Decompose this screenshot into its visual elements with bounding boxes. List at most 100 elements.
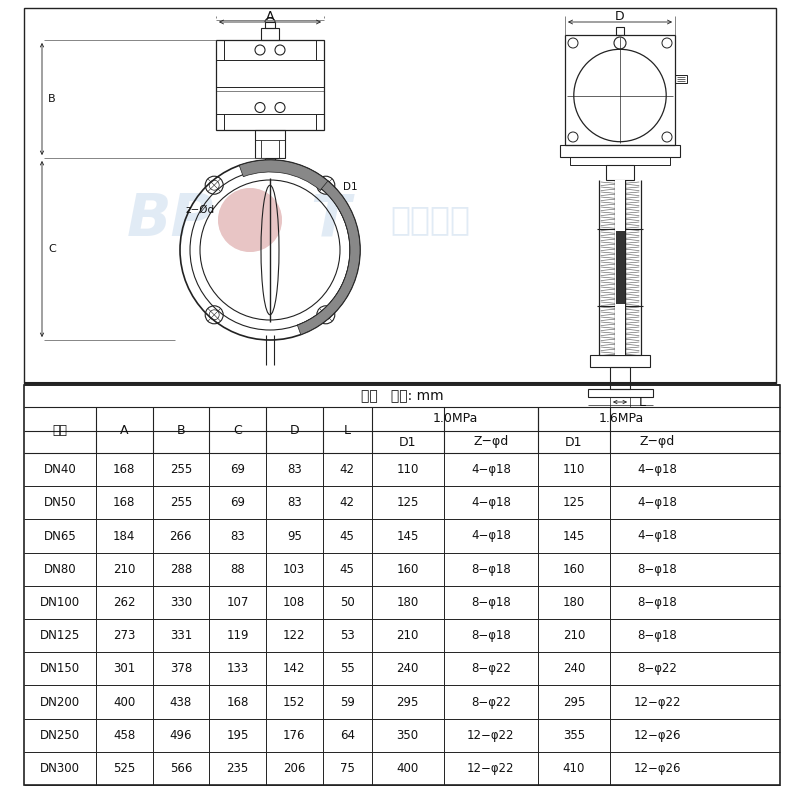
- Text: 288: 288: [170, 562, 192, 576]
- Bar: [615, 231, 625, 304]
- Text: 180: 180: [563, 596, 585, 609]
- Text: 355: 355: [563, 729, 585, 742]
- Text: 168: 168: [113, 496, 135, 510]
- Text: 108: 108: [283, 596, 306, 609]
- Text: 1.0MPa: 1.0MPa: [432, 413, 478, 426]
- Text: 4−φ18: 4−φ18: [471, 496, 510, 510]
- Text: 145: 145: [397, 530, 419, 542]
- Text: 12−φ22: 12−φ22: [467, 729, 514, 742]
- Text: DN40: DN40: [43, 463, 76, 476]
- Text: 400: 400: [397, 762, 418, 775]
- Text: 83: 83: [230, 530, 245, 542]
- Text: Z−φd: Z−φd: [639, 435, 674, 449]
- Text: 95: 95: [287, 530, 302, 542]
- Bar: [587, 389, 653, 397]
- Text: 142: 142: [283, 662, 306, 675]
- Text: 55: 55: [340, 662, 354, 675]
- Bar: [606, 165, 634, 180]
- Text: 64: 64: [340, 729, 354, 742]
- Bar: [261, 28, 279, 40]
- Text: 8−φ18: 8−φ18: [471, 629, 510, 642]
- Text: DN150: DN150: [40, 662, 80, 675]
- Text: 103: 103: [283, 562, 306, 576]
- Text: 210: 210: [563, 629, 585, 642]
- Bar: [216, 40, 324, 130]
- Text: 12−φ26: 12−φ26: [634, 762, 681, 775]
- Text: 110: 110: [397, 463, 419, 476]
- Text: 566: 566: [170, 762, 192, 775]
- Text: 博雷斯特: 博雷斯特: [390, 203, 470, 237]
- Text: 8−φ18: 8−φ18: [638, 629, 677, 642]
- Text: 59: 59: [340, 695, 354, 709]
- Text: 295: 295: [563, 695, 585, 709]
- Text: 119: 119: [226, 629, 249, 642]
- Text: DN125: DN125: [40, 629, 80, 642]
- Bar: [570, 157, 670, 165]
- Bar: [616, 27, 624, 35]
- Text: D1: D1: [342, 182, 358, 192]
- Text: 160: 160: [563, 562, 585, 576]
- Text: D: D: [615, 10, 625, 22]
- Text: 尺寸   单位: mm: 尺寸 单位: mm: [361, 389, 443, 403]
- Text: 145: 145: [563, 530, 585, 542]
- Text: 45: 45: [340, 530, 354, 542]
- Text: 12−φ26: 12−φ26: [634, 729, 681, 742]
- Text: DN65: DN65: [43, 530, 76, 542]
- Text: 152: 152: [283, 695, 306, 709]
- Text: 255: 255: [170, 463, 192, 476]
- Text: T: T: [310, 191, 350, 249]
- Bar: [590, 355, 650, 367]
- Text: 350: 350: [397, 729, 418, 742]
- Text: 496: 496: [170, 729, 192, 742]
- Text: 330: 330: [170, 596, 192, 609]
- Bar: [255, 130, 285, 158]
- Bar: [565, 35, 675, 145]
- Text: L: L: [344, 423, 350, 437]
- Text: 210: 210: [397, 629, 419, 642]
- Text: 4−φ18: 4−φ18: [638, 530, 677, 542]
- Text: D1: D1: [566, 435, 582, 449]
- Text: A: A: [266, 10, 274, 22]
- Bar: [265, 22, 275, 28]
- Text: 240: 240: [397, 662, 419, 675]
- Text: L: L: [638, 395, 646, 409]
- Text: DN250: DN250: [40, 729, 80, 742]
- Bar: [560, 145, 680, 157]
- Text: 42: 42: [340, 496, 354, 510]
- Text: DN100: DN100: [40, 596, 80, 609]
- Text: 184: 184: [113, 530, 135, 542]
- Text: 295: 295: [397, 695, 419, 709]
- Text: z−Ød: z−Ød: [186, 205, 214, 214]
- Text: 255: 255: [170, 496, 192, 510]
- Text: B: B: [177, 423, 185, 437]
- Text: DN200: DN200: [40, 695, 80, 709]
- Text: 176: 176: [283, 729, 306, 742]
- Text: 8−φ18: 8−φ18: [471, 596, 510, 609]
- Text: 50: 50: [340, 596, 354, 609]
- Bar: [675, 75, 687, 83]
- Text: 210: 210: [113, 562, 135, 576]
- Text: C: C: [48, 244, 56, 254]
- Text: 83: 83: [287, 463, 302, 476]
- Circle shape: [218, 188, 282, 252]
- Text: 12−φ22: 12−φ22: [467, 762, 514, 775]
- Wedge shape: [298, 166, 360, 334]
- Text: 1.6MPa: 1.6MPa: [598, 413, 644, 426]
- Text: 122: 122: [283, 629, 306, 642]
- Text: DN80: DN80: [43, 562, 76, 576]
- Text: 75: 75: [340, 762, 354, 775]
- Text: 88: 88: [230, 562, 245, 576]
- Text: 4−φ18: 4−φ18: [638, 496, 677, 510]
- Text: D1: D1: [399, 435, 417, 449]
- Text: 83: 83: [287, 496, 302, 510]
- Text: 8−φ18: 8−φ18: [638, 562, 677, 576]
- Text: DN50: DN50: [43, 496, 76, 510]
- Text: 45: 45: [340, 562, 354, 576]
- Text: 69: 69: [230, 496, 245, 510]
- Text: 8−φ18: 8−φ18: [471, 562, 510, 576]
- Text: 8−φ22: 8−φ22: [471, 695, 510, 709]
- Text: D: D: [290, 423, 299, 437]
- Text: 235: 235: [226, 762, 249, 775]
- Text: 8−φ22: 8−φ22: [638, 662, 677, 675]
- Text: BP: BP: [126, 191, 214, 249]
